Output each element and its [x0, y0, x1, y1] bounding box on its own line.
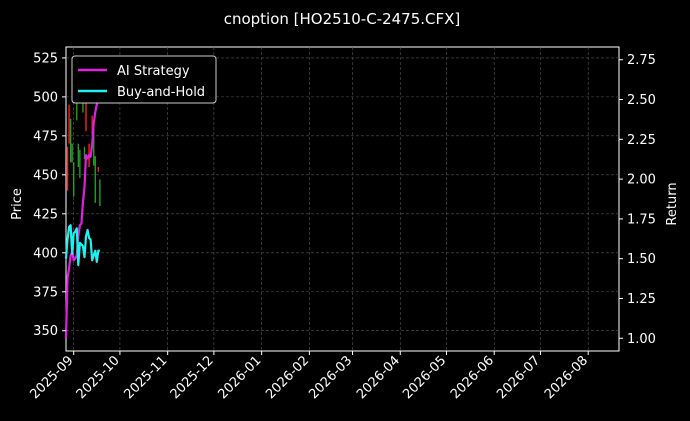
left-tick-label: 500: [33, 90, 58, 105]
legend: AI Strategy Buy-and-Hold: [71, 55, 217, 104]
right-axis-label: Return: [665, 182, 680, 225]
x-tick-label: 2026-03: [306, 353, 355, 402]
left-tick-label: 425: [33, 207, 58, 222]
series-line-buy-and-hold: [64, 224, 100, 267]
left-tick-label: 350: [33, 324, 58, 339]
right-tick-label: 1.75: [627, 212, 656, 227]
chart-title: cnoption [HO2510-C-2475.CFX]: [224, 10, 461, 28]
right-tick-label: 1.00: [627, 332, 656, 347]
series-lines-layer: [64, 95, 101, 339]
right-tick-label: 2.00: [627, 173, 656, 188]
left-tick-label: 475: [33, 129, 58, 144]
x-tick-label: 2025-10: [74, 353, 123, 402]
x-tick-label: 2026-02: [263, 353, 312, 402]
right-tick-label: 2.50: [627, 93, 656, 108]
left-axis-ticks: 350 375 400 425 450 475 500 525: [33, 51, 66, 339]
left-tick-label: 375: [33, 285, 58, 300]
legend-label-buy-and-hold: Buy-and-Hold: [117, 85, 205, 100]
x-tick-label: 2025-12: [168, 353, 217, 402]
x-tick-label: 2026-07: [494, 353, 543, 402]
legend-label-ai-strategy: AI Strategy: [117, 64, 190, 79]
right-tick-label: 1.25: [627, 292, 656, 307]
left-tick-label: 525: [33, 51, 58, 66]
x-tick-label: 2025-11: [121, 353, 170, 402]
right-axis-ticks: 1.00 1.25 1.50 1.75 2.00 2.25 2.50 2.75: [619, 53, 656, 347]
left-tick-label: 400: [33, 246, 58, 261]
x-tick-label: 2025-09: [28, 353, 77, 402]
x-tick-label: 2026-01: [215, 353, 264, 402]
x-tick-label: 2026-08: [542, 353, 591, 402]
right-tick-label: 2.75: [627, 53, 656, 68]
legend-box: [71, 55, 217, 104]
left-tick-label: 450: [33, 168, 58, 183]
x-tick-label: 2026-05: [400, 353, 449, 402]
x-axis-ticks: 2025-092025-102025-112025-122026-012026-…: [28, 351, 591, 402]
right-tick-label: 1.50: [627, 252, 656, 267]
right-tick-label: 2.25: [627, 133, 656, 148]
x-tick-label: 2026-04: [354, 353, 403, 402]
x-tick-label: 2026-06: [448, 353, 497, 402]
left-axis-label: Price: [10, 188, 25, 220]
